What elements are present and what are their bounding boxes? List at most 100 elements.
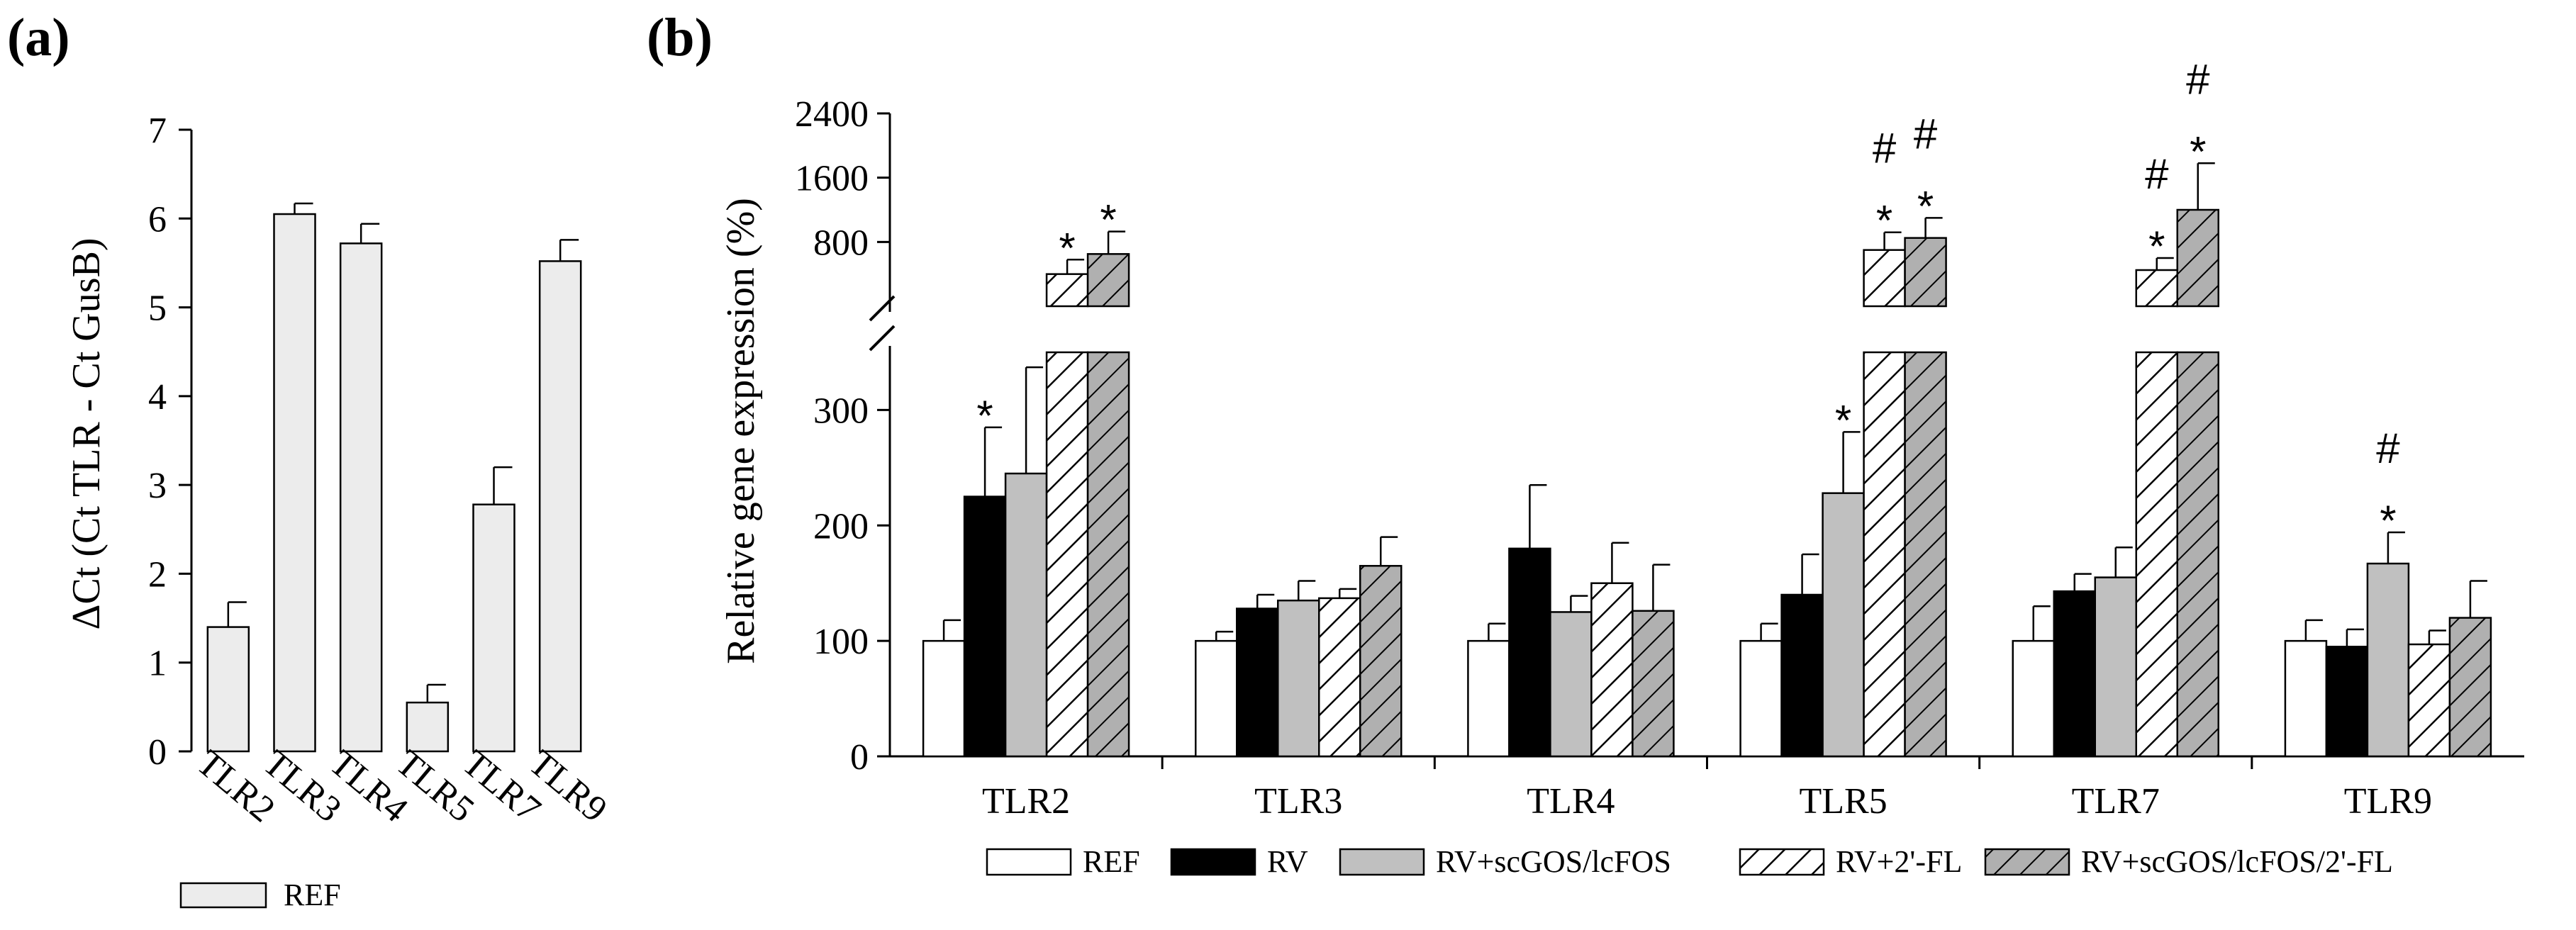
panel-a-category-label: TLR7 bbox=[455, 743, 548, 831]
panel-b-legend-label-rv-scgos-lcfos: RV+scGOS/lcFOS bbox=[1436, 844, 1671, 879]
panel-b-bar-tlr2-rv-scgos-lcfos bbox=[1004, 472, 1048, 758]
panel-b-y-tick-label: 2400 bbox=[795, 94, 869, 135]
panel-a-axes: 0 1 2 3 4 5 6 7 bbox=[148, 111, 193, 773]
panel-b-axis-break-mark bbox=[869, 325, 896, 352]
panel-b-significance-asterisk: * bbox=[2190, 128, 2206, 175]
panel-b-category-label: TLR4 bbox=[1527, 781, 1615, 822]
panel-a-y-tick-label: 4 bbox=[148, 377, 167, 418]
panel-b-legend: REF RV RV+scGOS/lcFOS RV+2'-FL RV+scGOS/lcFO… bbox=[986, 844, 2393, 879]
panel-b-bar-tlr9-rv-2-fl bbox=[2407, 643, 2451, 758]
panel-b-significance-asterisk: * bbox=[1917, 182, 1934, 230]
panel-b-legend-label-rv: RV bbox=[1267, 844, 1308, 879]
panel-a-category-label: TLR5 bbox=[389, 743, 482, 831]
panel-b-bar-lower-tlr5-rv-2-fl bbox=[1863, 351, 1906, 758]
legend-swatch-rv-scgos-lcfos-2-fl bbox=[1984, 848, 2070, 876]
panel-b-bar-lower-tlr7-rv-2-fl bbox=[2135, 351, 2178, 758]
panel-b-significance-hash: # bbox=[2145, 150, 2169, 198]
panel-b-significance-asterisk: * bbox=[1876, 197, 1892, 245]
panel-b-bar-tlr4-rv-2-fl bbox=[1590, 582, 1634, 758]
panel-a-bar-tlr3 bbox=[273, 213, 316, 753]
panel-b-y-tick-label: 1600 bbox=[795, 159, 869, 199]
panel-b-bar-tlr9-rv bbox=[2325, 646, 2369, 758]
panel-a-y-tick-label: 3 bbox=[148, 466, 167, 506]
panel-b-bar-tlr3-rv-scgos-lcfos-2-fl bbox=[1359, 565, 1403, 758]
panel-b-bar-upper-tlr2-rv-scgos-lcfos-2-fl bbox=[1086, 253, 1130, 308]
panel-a-category-label: TLR2 bbox=[189, 743, 283, 831]
panel-b-significance-hash: # bbox=[1914, 110, 1938, 157]
panel-b-bar-tlr3-rv-scgos-lcfos bbox=[1277, 599, 1320, 758]
panel-a-category-label: TLR9 bbox=[521, 743, 615, 831]
panel-b-bar-tlr7-rv bbox=[2053, 590, 2096, 758]
panel-b-bar-lower-tlr2-rv-2-fl bbox=[1045, 351, 1089, 758]
panel-a-category-label: TLR4 bbox=[322, 743, 416, 831]
panel-b-y-tick-label: 100 bbox=[813, 622, 869, 662]
panel-b-bar-tlr5-ref bbox=[1739, 639, 1783, 758]
panel-a-legend: REF bbox=[179, 878, 341, 912]
panel-b-category-labels: TLR2 TLR3 TLR4 TLR5 TLR7 TLR9 bbox=[982, 781, 2432, 822]
panel-b-bar-lower-tlr2-rv-scgos-lcfos-2-fl bbox=[1086, 351, 1130, 758]
panel-b-bar-tlr3-ref bbox=[1195, 639, 1238, 758]
legend-swatch-rv-2-fl bbox=[1739, 848, 1825, 876]
panel-b-bar-upper-tlr5-rv-scgos-lcfos-2-fl bbox=[1904, 237, 1947, 308]
panel-a-bar-tlr9 bbox=[538, 260, 582, 753]
panel-b-category-label: TLR5 bbox=[1799, 781, 1887, 822]
panel-b-legend-label-rv-scgos-lcfos-2-fl: RV+scGOS/lcFOS/2'-FL bbox=[2081, 844, 2393, 879]
panel-b-significance-asterisk: * bbox=[1835, 396, 1851, 444]
panel-b-bar-tlr3-rv bbox=[1236, 607, 1279, 758]
panel-b-category-label: TLR9 bbox=[2344, 781, 2432, 822]
panel-b-category-label: TLR2 bbox=[982, 781, 1070, 822]
panel-a-y-tick-label: 5 bbox=[148, 288, 167, 329]
panel-b-significance-asterisk: * bbox=[1059, 224, 1075, 271]
panel-a-bar-tlr5 bbox=[406, 701, 450, 753]
legend-swatch-ref bbox=[986, 848, 1072, 876]
panel-b-bars bbox=[922, 162, 2492, 758]
panel-b-significance-hash: # bbox=[1873, 125, 1897, 172]
panel-b-bar-tlr5-rv-scgos-lcfos bbox=[1822, 492, 1865, 758]
panel-b-significance-markers: * * * * * * * * * # # # # # bbox=[976, 55, 2400, 544]
panel-a-bars bbox=[206, 202, 582, 753]
panel-b-bar-upper-tlr2-rv-2-fl bbox=[1045, 273, 1089, 308]
panel-b-bar-tlr9-rv-scgos-lcfos bbox=[2366, 562, 2410, 758]
panel-a-bar-tlr7 bbox=[472, 503, 515, 753]
panel-b-category-label: TLR7 bbox=[2072, 781, 2160, 822]
panel-a-bar-tlr4 bbox=[339, 242, 383, 753]
panel-a-legend-label-ref: REF bbox=[284, 878, 341, 912]
panel-a-y-tick-label: 2 bbox=[148, 554, 167, 595]
panel-a-bar-tlr2 bbox=[206, 626, 250, 753]
panel-b-significance-asterisk: * bbox=[976, 392, 993, 439]
panel-a-label: (a) bbox=[7, 8, 70, 67]
panel-a-category-label: TLR3 bbox=[255, 743, 349, 831]
panel-a-y-axis-title: ΔCt (Ct TLR - Ct GusB) bbox=[65, 237, 108, 629]
panel-b-legend-label-rv-2-fl: RV+2'-FL bbox=[1836, 844, 1962, 879]
panel-b-y-tick-label: 800 bbox=[813, 223, 869, 263]
panel-b-significance-hash: # bbox=[2376, 425, 2400, 472]
panel-b-bar-lower-tlr5-rv-scgos-lcfos-2-fl bbox=[1904, 351, 1947, 758]
panel-b-y-axis-title: Relative gene expression (%) bbox=[719, 198, 763, 664]
panel-b-bar-tlr4-rv bbox=[1508, 547, 1551, 758]
legend-swatch-ref bbox=[179, 882, 267, 909]
panel-b-bar-tlr3-rv-2-fl bbox=[1318, 597, 1361, 758]
panel-b-bar-tlr2-rv bbox=[963, 495, 1007, 758]
panel-b-bar-tlr7-ref bbox=[2012, 639, 2055, 758]
panel-b-bar-upper-tlr7-rv-2-fl bbox=[2135, 269, 2178, 308]
panel-b-bar-tlr2-ref bbox=[922, 639, 966, 758]
panel-b-bar-tlr9-ref bbox=[2284, 639, 2328, 758]
panel-a-y-tick-label: 6 bbox=[148, 199, 167, 240]
panel-b-significance-asterisk: * bbox=[1100, 196, 1116, 244]
panel-b-axis-break-mark bbox=[869, 295, 896, 322]
panel-a-y-tick-label: 1 bbox=[148, 644, 167, 684]
panel-b-y-tick-label: 300 bbox=[813, 391, 869, 431]
panel-b-significance-asterisk: * bbox=[2148, 223, 2165, 270]
panel-b-y-tick-label: 0 bbox=[850, 737, 869, 778]
legend-swatch-rv-scgos-lcfos bbox=[1339, 848, 1425, 876]
panel-b-chart: (b) Relative gene expression (%) 0 100 200… bbox=[647, 8, 2524, 879]
panel-b-bar-tlr4-rv-scgos-lcfos-2-fl bbox=[1632, 610, 1675, 758]
panel-b-bar-tlr4-ref bbox=[1467, 639, 1510, 758]
panel-b-category-label: TLR3 bbox=[1254, 781, 1342, 822]
legend-swatch-rv bbox=[1170, 848, 1256, 876]
panel-b-bar-upper-tlr5-rv-2-fl bbox=[1863, 249, 1906, 308]
panel-a-chart: (a) ΔCt (Ct TLR - Ct GusB) 0 1 2 3 4 5 6 7 TLR2… bbox=[7, 8, 615, 912]
panel-b-legend-label-ref: REF bbox=[1083, 844, 1140, 879]
